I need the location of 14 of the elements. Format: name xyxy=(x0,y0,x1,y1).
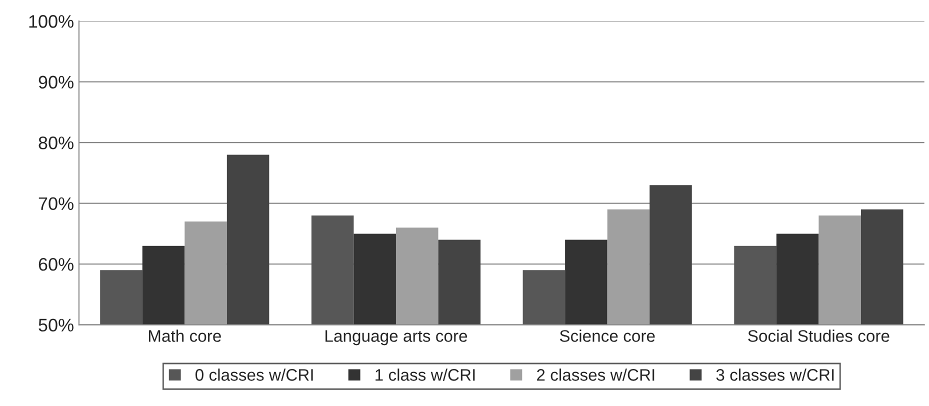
y-tick-label: 90% xyxy=(38,76,74,89)
legend-label: 0 classes w/CRI xyxy=(196,368,313,381)
x-tick-label: Language arts core xyxy=(326,330,468,346)
y-tick-label: 100% xyxy=(29,15,74,28)
x-tick-label: Math core xyxy=(148,330,221,342)
y-tick-label: 50% xyxy=(38,318,74,332)
legend-label: 2 classes w/CRI xyxy=(537,368,654,381)
legend-label: 1 class w/CRI xyxy=(376,368,475,381)
y-tick-label: 60% xyxy=(38,258,74,271)
x-tick-label: Social Studies core xyxy=(748,330,890,342)
y-tick-label: 70% xyxy=(38,197,74,210)
y-tick-label: 80% xyxy=(38,136,74,150)
x-tick-label: Science core xyxy=(560,330,655,342)
legend-label: 3 classes w/CRI xyxy=(716,368,834,381)
